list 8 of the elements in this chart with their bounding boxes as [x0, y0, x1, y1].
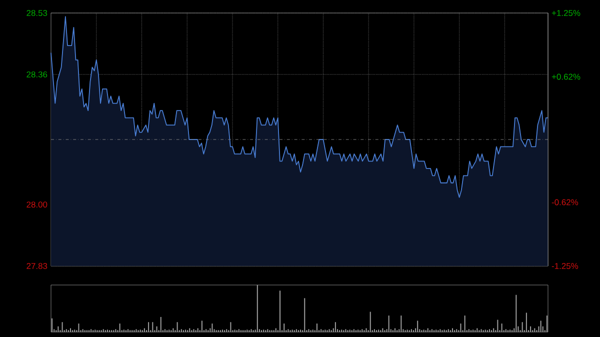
y2-tick-label: +0.62% [552, 74, 580, 80]
y-tick-label: 28.53 [26, 10, 48, 16]
y-tick-label: 28.36 [26, 71, 48, 78]
y2-tick-label: +1.25% [552, 10, 580, 16]
y2-tick-label: -1.25% [552, 263, 578, 269]
y-tick-label: 27.83 [26, 263, 48, 269]
y-tick-label: 28.00 [26, 202, 48, 208]
y2-tick-label: -0.62% [552, 199, 578, 206]
